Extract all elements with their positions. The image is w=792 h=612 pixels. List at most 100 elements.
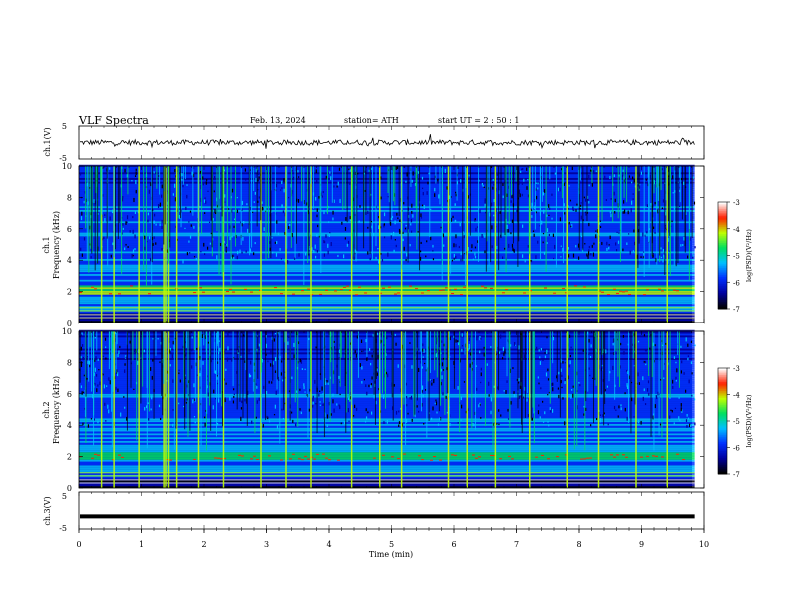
sferic-minor — [329, 331, 331, 422]
speckle — [654, 231, 656, 234]
speckle — [132, 216, 134, 219]
speckle — [546, 242, 548, 244]
speckle — [599, 220, 601, 222]
colorbar-label: log(PSD)(V²/Hz) — [745, 229, 753, 282]
speckle — [161, 248, 163, 251]
speckle — [80, 385, 83, 389]
speckle — [460, 396, 462, 401]
speckle — [277, 376, 280, 381]
sferic-minor — [576, 331, 578, 447]
dark-column — [365, 166, 367, 215]
freq-row — [79, 391, 695, 394]
speckle — [225, 382, 227, 385]
dark-column — [582, 166, 584, 251]
colorbar-cell — [718, 389, 727, 392]
speckle — [614, 198, 616, 203]
speckle — [567, 254, 570, 258]
band-streak — [499, 458, 502, 460]
sferic-minor — [265, 166, 267, 261]
sferic-minor — [200, 331, 202, 400]
speckle — [545, 348, 547, 352]
sferic — [635, 166, 637, 323]
speckle — [404, 227, 407, 230]
speckle — [316, 214, 318, 218]
speckle — [593, 170, 595, 174]
speckle — [159, 223, 161, 227]
sferic-minor — [440, 331, 442, 406]
colorbar-cell — [718, 394, 727, 397]
speckle — [243, 221, 245, 224]
speckle — [123, 396, 125, 398]
speckle — [552, 335, 555, 338]
dark-column — [667, 166, 669, 222]
band-streak — [193, 458, 196, 460]
speckle — [633, 416, 635, 418]
speckle — [365, 384, 367, 388]
speckle — [661, 207, 664, 210]
speckle — [158, 404, 161, 408]
speckle — [432, 406, 434, 411]
speckle — [126, 215, 129, 220]
speckle — [224, 201, 226, 203]
speckle — [347, 408, 350, 413]
dark-column — [97, 166, 99, 264]
speckle — [540, 387, 542, 390]
freq-row — [79, 408, 695, 411]
speckle — [552, 233, 555, 238]
speckle — [192, 399, 194, 404]
sferic-minor — [528, 166, 530, 255]
dark-column — [289, 331, 291, 421]
band-streak — [394, 293, 397, 295]
freq-row — [79, 204, 695, 207]
freq-row — [79, 221, 695, 224]
speckle — [537, 376, 539, 379]
speckle — [423, 204, 425, 209]
speckle — [169, 349, 171, 354]
speckle — [327, 205, 329, 209]
speckle — [559, 217, 561, 222]
speckle — [424, 362, 426, 365]
speckle — [110, 254, 112, 258]
sferic-minor — [375, 166, 377, 247]
speckle — [316, 234, 318, 237]
speckle — [672, 175, 674, 179]
speckle — [546, 228, 549, 233]
speckle — [244, 168, 247, 172]
dark-column — [600, 331, 602, 395]
y-tick-label: 6 — [67, 225, 72, 234]
dark-column — [270, 166, 272, 236]
speckle — [269, 247, 271, 251]
band-streak — [640, 456, 643, 458]
speckle — [538, 382, 540, 385]
speckle — [391, 406, 394, 410]
speckle — [430, 379, 433, 382]
colorbar-cell — [718, 376, 727, 380]
colorbar-cell — [718, 205, 727, 208]
speckle — [226, 244, 228, 246]
band-streak — [298, 458, 301, 460]
speckle — [620, 348, 622, 350]
freq-row — [79, 418, 695, 421]
speckle — [159, 361, 161, 363]
speckle — [81, 332, 83, 336]
colorbar-cell — [718, 378, 727, 381]
speckle — [132, 229, 134, 234]
sferic-minor — [218, 331, 220, 402]
sferic-minor — [201, 166, 203, 234]
speckle — [527, 413, 530, 418]
speckle — [257, 200, 259, 203]
colorbar-cell — [718, 305, 727, 308]
freq-row — [79, 455, 695, 458]
sferic — [494, 166, 497, 323]
speckle — [499, 211, 501, 214]
speckle — [587, 255, 589, 259]
speckle — [467, 247, 469, 251]
band-streak — [388, 286, 391, 288]
speckle — [576, 203, 578, 206]
speckle — [604, 389, 607, 391]
colorbar-tick-label: -3 — [733, 199, 740, 207]
freq-row — [79, 208, 695, 210]
speckle — [231, 235, 233, 238]
sferic-minor — [349, 331, 351, 402]
speckle — [82, 422, 84, 426]
